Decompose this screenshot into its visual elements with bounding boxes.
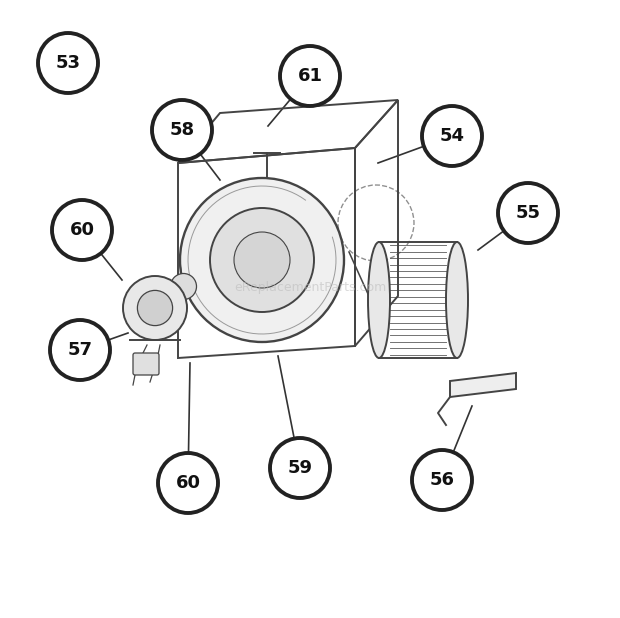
Circle shape bbox=[170, 274, 197, 300]
Circle shape bbox=[498, 183, 558, 243]
Circle shape bbox=[138, 290, 172, 326]
Text: 60: 60 bbox=[175, 474, 200, 492]
Circle shape bbox=[152, 100, 212, 160]
Text: 54: 54 bbox=[440, 127, 464, 145]
Text: 60: 60 bbox=[69, 221, 94, 239]
Circle shape bbox=[234, 232, 290, 288]
Ellipse shape bbox=[368, 242, 390, 358]
Text: 55: 55 bbox=[515, 204, 541, 222]
Circle shape bbox=[52, 200, 112, 260]
Text: eReplacementParts.com: eReplacementParts.com bbox=[234, 282, 386, 295]
Ellipse shape bbox=[446, 242, 468, 358]
Circle shape bbox=[50, 320, 110, 380]
Text: 59: 59 bbox=[288, 459, 312, 477]
Circle shape bbox=[38, 33, 98, 93]
Circle shape bbox=[280, 46, 340, 106]
Text: 53: 53 bbox=[56, 54, 81, 72]
Circle shape bbox=[412, 450, 472, 510]
Circle shape bbox=[270, 438, 330, 498]
Circle shape bbox=[422, 106, 482, 166]
Text: 57: 57 bbox=[68, 341, 92, 359]
Circle shape bbox=[158, 453, 218, 513]
Circle shape bbox=[123, 276, 187, 340]
Circle shape bbox=[210, 208, 314, 312]
Circle shape bbox=[180, 178, 344, 342]
FancyBboxPatch shape bbox=[133, 353, 159, 375]
Text: 61: 61 bbox=[298, 67, 322, 85]
Polygon shape bbox=[450, 373, 516, 397]
Text: 56: 56 bbox=[430, 471, 454, 489]
Text: 58: 58 bbox=[169, 121, 195, 139]
